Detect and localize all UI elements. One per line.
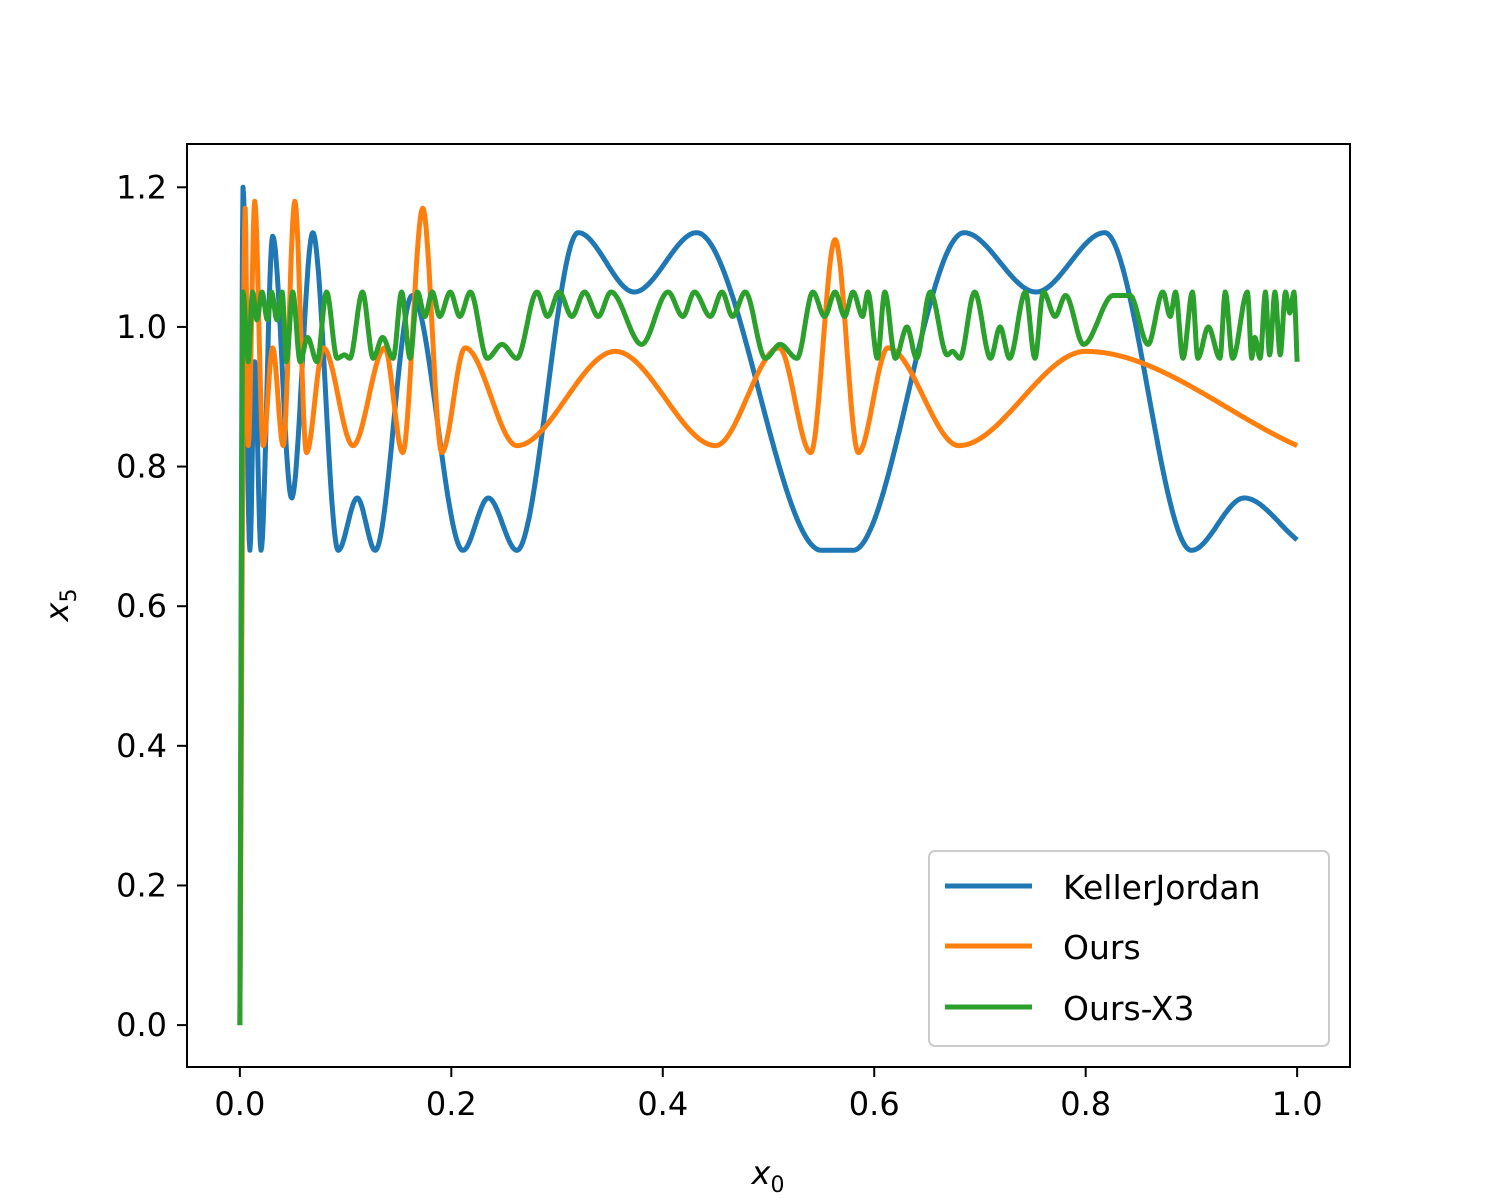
y-tick-label: 1.2 bbox=[116, 168, 167, 206]
y-tick-label: 0.6 bbox=[116, 587, 167, 625]
legend-label-kellerjordan: KellerJordan bbox=[1063, 868, 1261, 907]
series-line-ours-x3 bbox=[237, 289, 1300, 1026]
y-tick-label: 0.8 bbox=[116, 448, 167, 486]
legend-label-ours: Ours bbox=[1063, 928, 1141, 967]
x-tick-label: 0.2 bbox=[426, 1085, 477, 1123]
x-axis-label: x0 bbox=[751, 1154, 785, 1198]
x-tick-label: 0.0 bbox=[214, 1085, 265, 1123]
x-tick-label: 0.4 bbox=[637, 1085, 688, 1123]
y-axis-label: x5 bbox=[38, 589, 82, 623]
legend-label-ours-x3: Ours-X3 bbox=[1063, 989, 1195, 1028]
y-axis-ticks: 0.0 0.2 0.4 0.6 0.8 1.0 1.2 bbox=[116, 168, 187, 1044]
y-tick-label: 0.0 bbox=[116, 1006, 167, 1044]
x-tick-label: 0.8 bbox=[1060, 1085, 1111, 1123]
legend: KellerJordan Ours Ours-X3 bbox=[928, 850, 1330, 1047]
y-tick-label: 0.4 bbox=[116, 727, 167, 765]
x-tick-label: 0.6 bbox=[849, 1085, 900, 1123]
x-tick-label: 1.0 bbox=[1272, 1085, 1323, 1123]
y-tick-label: 1.0 bbox=[116, 308, 167, 346]
x-axis-ticks: 0.0 0.2 0.4 0.6 0.8 1.0 bbox=[214, 1067, 1323, 1123]
legend-box bbox=[928, 850, 1330, 1047]
plot-lines bbox=[237, 184, 1300, 1026]
y-tick-label: 0.2 bbox=[116, 866, 167, 904]
